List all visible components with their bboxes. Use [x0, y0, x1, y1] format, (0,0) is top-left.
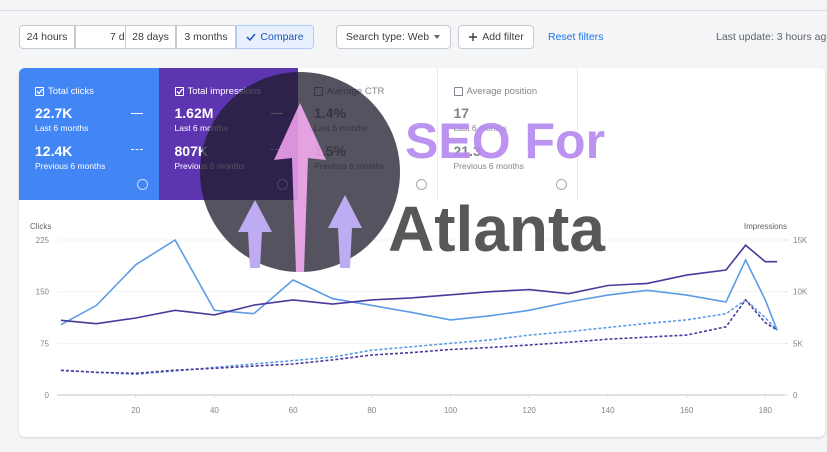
x-tick-label: 40	[210, 406, 219, 415]
metric-card[interactable]: Average position 17 Last 6 months 21.3 Previ…	[437, 68, 578, 200]
dashed-line-icon	[131, 149, 143, 150]
x-tick-label: 100	[444, 406, 458, 415]
x-tick-label: 60	[289, 406, 298, 415]
current-period: Last 6 months	[453, 123, 507, 133]
y2-tick-label: 5K	[793, 339, 803, 348]
plus-icon	[469, 33, 478, 41]
metric-label-row: Average position	[453, 86, 561, 97]
checkbox-check	[36, 88, 43, 95]
x-tick-label: 80	[367, 406, 376, 415]
x-tick-label: 160	[680, 406, 694, 415]
add-filter-button[interactable]: Add filter	[458, 25, 534, 49]
series-line	[60, 238, 778, 331]
y-tick-label: 0	[45, 391, 50, 400]
checkbox	[174, 87, 184, 96]
search-type-label: Search type: Web	[345, 31, 430, 43]
metric-label-row: Total impressions	[174, 86, 283, 97]
previous-value: 807K	[174, 143, 208, 159]
x-tick-label: 20	[131, 406, 140, 415]
search-type-dropdown[interactable]: Search type: Web	[336, 25, 451, 49]
watermark-line1: SEO For	[405, 113, 605, 169]
metric-label-row: Total clicks	[35, 86, 143, 97]
help-icon[interactable]	[555, 179, 567, 190]
watermark: SEO For Atlanta	[200, 72, 605, 272]
help-icon[interactable]	[416, 179, 427, 190]
current-period: Last 6 months	[35, 123, 89, 133]
current-value: 17	[453, 105, 470, 121]
reset-filters[interactable]: Reset filters	[548, 31, 604, 43]
date-range-button[interactable]: 24 hours	[19, 25, 75, 49]
checkbox-check	[176, 88, 183, 95]
x-tick-label: 140	[601, 406, 615, 415]
y2-tick-label: 10K	[793, 288, 808, 297]
watermark-arrow	[328, 195, 362, 268]
y2-tick-label: 0	[793, 391, 798, 400]
y2-tick-label: 15K	[793, 236, 808, 245]
y-tick-label: 150	[36, 288, 50, 297]
watermark-arrow	[238, 200, 272, 268]
y-axis-title: Clicks	[30, 222, 51, 231]
solid-line-icon	[131, 113, 143, 114]
watermark-line2: Atlanta	[388, 193, 605, 265]
y2-axis-title: Impressions	[744, 222, 787, 231]
metric-label: Average position	[466, 86, 538, 97]
previous-period: Previous 6 months	[35, 161, 106, 171]
compare-button[interactable]: Compare	[236, 25, 314, 49]
dropdown-arrow	[434, 35, 441, 39]
current-period: Last 6 months	[174, 123, 228, 133]
watermark-arrow	[274, 103, 326, 272]
current-value: 1.62M	[174, 105, 214, 121]
previous-value: 12.4K	[35, 143, 73, 159]
check-icon	[246, 33, 256, 42]
series-line	[60, 298, 778, 375]
previous-value: 21.3	[453, 143, 481, 159]
current-value: 22.7K	[35, 105, 73, 121]
metric-card[interactable]: Total clicks 22.7K Last 6 months 12.4K Previ…	[19, 68, 159, 200]
add-filter-label: Add filter	[482, 31, 524, 43]
date-range-button[interactable]: 28 days	[125, 25, 176, 49]
x-tick-label: 120	[523, 406, 537, 415]
series-line	[60, 244, 778, 325]
checkbox	[35, 87, 44, 96]
compare-label: Compare	[260, 31, 304, 43]
checkbox	[453, 87, 463, 96]
last-update: Last update: 3 hours ago	[716, 31, 827, 43]
date-range-button[interactable]: 3 months	[176, 25, 236, 49]
help-icon[interactable]	[137, 179, 148, 190]
previous-period: Previous 6 months	[453, 161, 524, 171]
x-tick-label: 180	[759, 406, 773, 415]
y-tick-label: 75	[40, 339, 49, 348]
metric-label: Total impressions	[187, 86, 261, 97]
metric-label: Total clicks	[48, 86, 94, 97]
divider	[0, 10, 827, 11]
y-tick-label: 225	[36, 236, 50, 245]
